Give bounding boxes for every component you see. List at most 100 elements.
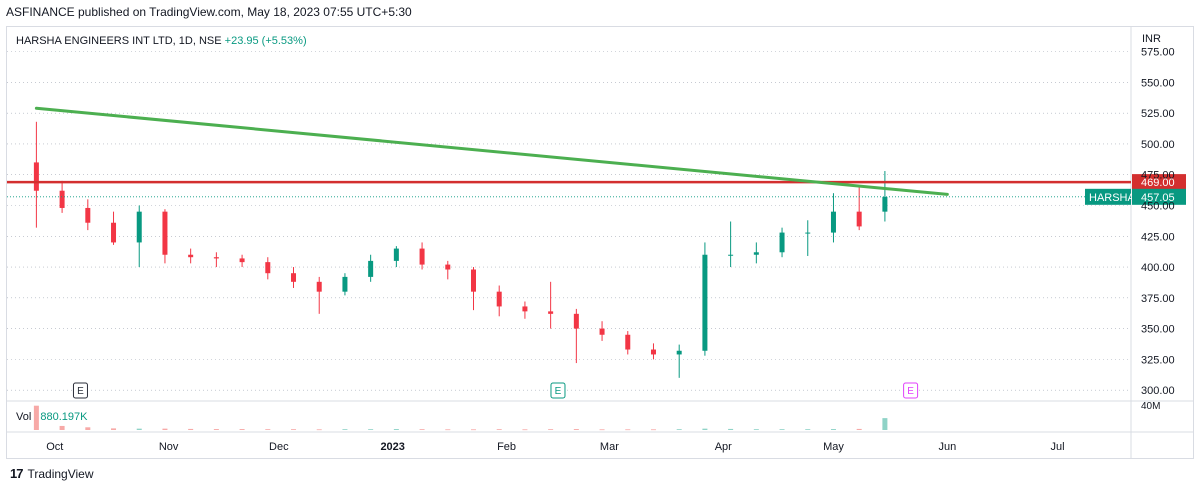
y-tick-label: 375.00 [1141, 293, 1175, 305]
volume-bar [573, 429, 579, 430]
volume-bar [111, 428, 117, 430]
candle-body [445, 264, 451, 270]
volume-bar [856, 428, 862, 430]
volume-bar [650, 429, 656, 431]
x-tick-label: Oct [46, 441, 63, 453]
y-tick-label: 550.00 [1141, 77, 1175, 89]
candle-body [342, 276, 348, 292]
y-tick-label: 475.00 [1141, 170, 1175, 182]
candle-body [599, 328, 605, 335]
candle-body [856, 211, 862, 227]
volume-bar [162, 428, 168, 430]
y-tick-label: 400.00 [1141, 262, 1175, 274]
candle-body [830, 211, 836, 233]
volume-bar [496, 429, 502, 430]
annotations: 469.00 HARSHA 457.05 E E E [7, 106, 1186, 399]
candle-body [676, 350, 682, 355]
volume-bar [753, 429, 759, 430]
volume-value: 880.197K [40, 411, 88, 423]
candle-body [59, 190, 65, 208]
candle-body [136, 211, 142, 243]
volume-bar [882, 418, 888, 430]
volume-bar [368, 429, 374, 430]
volume-axis-label: 40M [1141, 401, 1160, 412]
price-axis[interactable]: 300.00 325.00 350.00 375.00 400.00 425.00 450.… [1141, 33, 1175, 412]
volume-bar [702, 428, 708, 430]
volume-bar [805, 429, 811, 430]
earnings-marker-label: E [555, 386, 562, 397]
candlesticks [33, 121, 888, 378]
candle-body [702, 254, 708, 351]
candle-body [522, 306, 528, 312]
x-tick-label: Mar [600, 441, 619, 453]
y-tick-label: 425.00 [1141, 231, 1175, 243]
earnings-marker [903, 382, 919, 399]
symbol-legend[interactable]: HARSHA ENGINEERS INT LTD, 1D, NSE +23.95… [16, 35, 307, 47]
earnings-marker-label: E [77, 386, 84, 397]
volume-bar [265, 429, 271, 430]
x-tick-label: Jun [938, 441, 956, 453]
candle-body [265, 262, 271, 274]
candle-body [882, 196, 888, 212]
volume-bar [548, 429, 554, 430]
x-tick-label: Feb [497, 441, 516, 453]
volume-bar [419, 429, 425, 430]
volume-bar [291, 429, 297, 430]
candle-body [419, 248, 425, 265]
volume-bar [188, 428, 194, 430]
candle-body [188, 254, 194, 258]
symbol-title: HARSHA ENGINEERS INT LTD, 1D, NSE [16, 35, 222, 47]
last-price-label: 457.05 [1141, 192, 1175, 204]
symbol-tag [1085, 188, 1131, 205]
x-tick-label: Nov [159, 441, 179, 453]
y-tick-label: 300.00 [1141, 385, 1175, 397]
x-tick-label: Dec [269, 441, 289, 453]
volume-bar [213, 429, 219, 430]
x-tick-label: 2023 [380, 441, 404, 453]
candle-body [573, 313, 579, 329]
symbol-tag-label: HARSHA [1089, 192, 1136, 204]
candle-body [548, 311, 554, 314]
price-change: +23.95 (+5.53%) [224, 35, 307, 47]
y-tick-label: 525.00 [1141, 108, 1175, 120]
resistance-price-label: 469.00 [1141, 177, 1175, 189]
last-price-tag [1132, 188, 1186, 205]
y-tick-label: 575.00 [1141, 47, 1175, 59]
volume-bar [239, 429, 245, 430]
grid-lines [7, 27, 1193, 458]
chart-frame [6, 26, 1194, 459]
volume-bar [599, 429, 605, 431]
volume-bar [342, 429, 348, 430]
volume-bar [59, 425, 65, 430]
y-tick-label: 500.00 [1141, 139, 1175, 151]
candle-body [650, 349, 656, 355]
candle-body [33, 162, 39, 191]
tradingview-logo-icon: 17 [10, 466, 24, 481]
volume-bar [316, 429, 322, 431]
candle-body [85, 207, 91, 223]
x-tick-label: May [823, 441, 844, 453]
volume-bar [393, 429, 399, 430]
earnings-marker-label: E [907, 386, 914, 397]
volume-bar [830, 429, 836, 430]
candle-body [368, 260, 374, 277]
y-tick-label: 350.00 [1141, 324, 1175, 336]
candle-body [728, 254, 734, 256]
volume-legend[interactable]: Vol 880.197K [16, 411, 87, 423]
y-tick-label: 325.00 [1141, 354, 1175, 366]
y-tick-label: 450.00 [1141, 200, 1175, 212]
published-by-line: ASFINANCE published on TradingView.com, … [6, 5, 412, 19]
time-axis[interactable]: Oct Nov Dec 2023 Feb Mar Apr May Jun Jul [46, 441, 1064, 453]
volume-bar [728, 428, 734, 430]
tradingview-footer[interactable]: 17 TradingView [10, 466, 94, 481]
candle-body [470, 269, 476, 292]
candle-body [316, 281, 322, 292]
candle-body [805, 232, 811, 234]
volume-bar [85, 427, 91, 430]
volume-bar [676, 429, 682, 430]
tradingview-brand: TradingView [27, 466, 94, 481]
trendline [34, 106, 949, 196]
volume-bar [779, 429, 785, 430]
volume-bar [136, 428, 142, 430]
